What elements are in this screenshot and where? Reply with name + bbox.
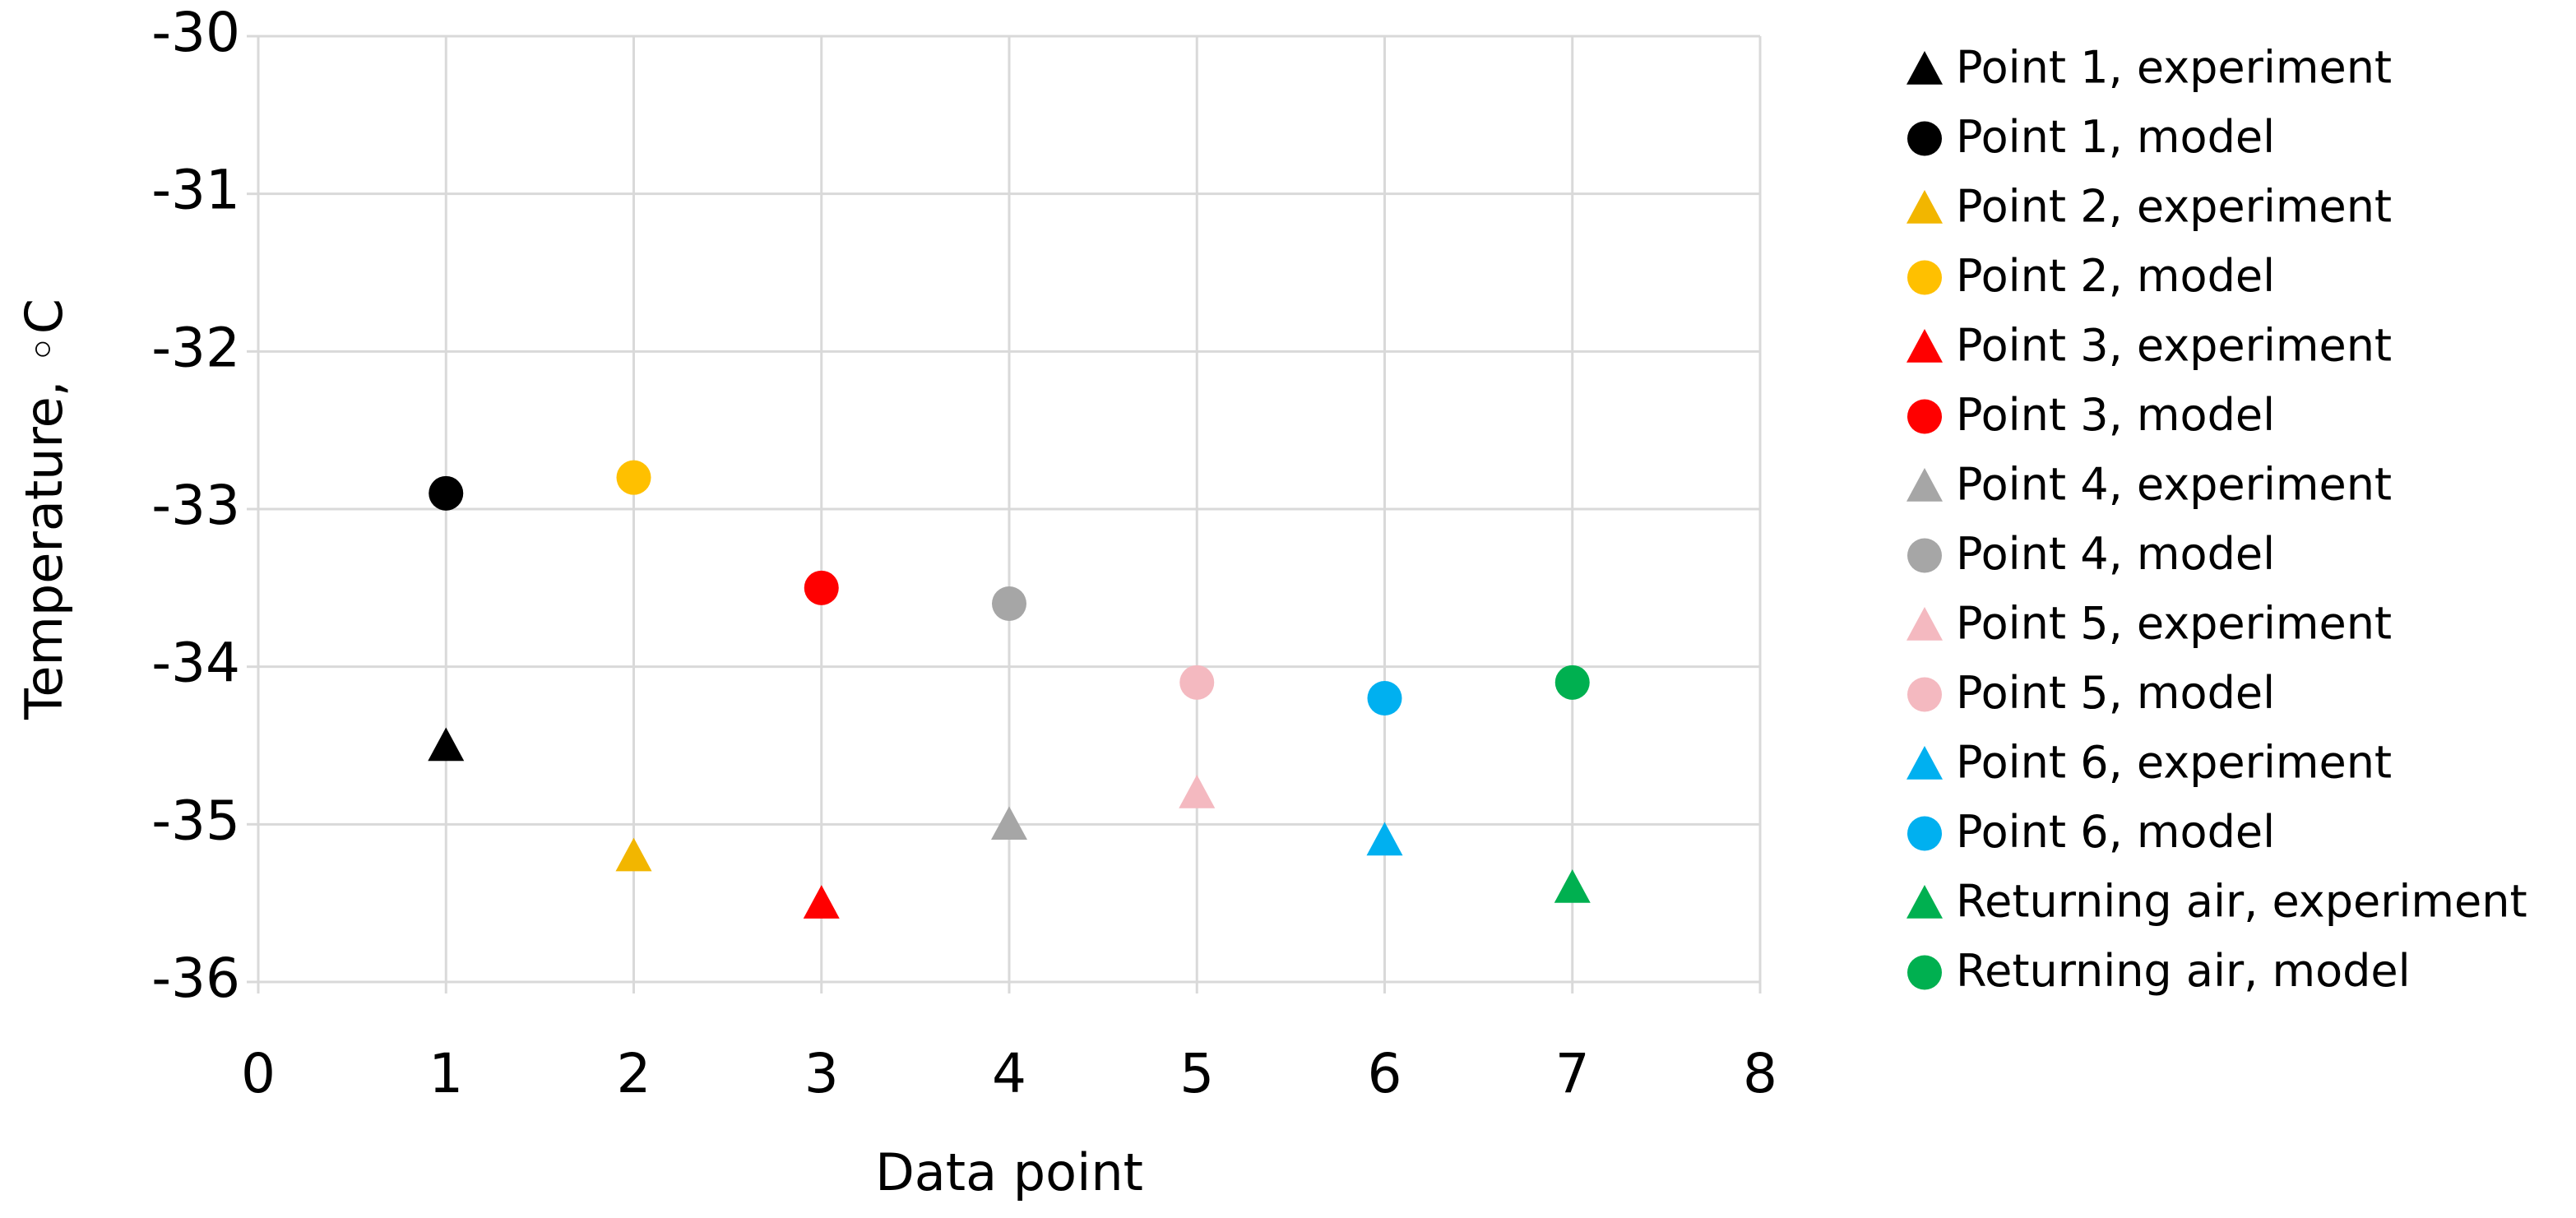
y-tick-label: -33 — [151, 474, 240, 537]
legend-marker — [1907, 885, 1943, 919]
legend-label: Point 2, experiment — [1956, 181, 2392, 233]
data-point — [1367, 681, 1402, 716]
x-tick-label: 7 — [1555, 1042, 1590, 1105]
data-point — [428, 727, 465, 762]
legend-label: Returning air, model — [1956, 945, 2411, 997]
x-tick-label: 1 — [429, 1042, 463, 1105]
data-point — [991, 806, 1027, 841]
legend-label: Point 6, model — [1956, 806, 2275, 858]
x-tick-label: 4 — [992, 1042, 1026, 1105]
legend-marker — [1907, 955, 1942, 990]
legend-marker — [1907, 538, 1942, 573]
legend-marker — [1907, 677, 1942, 712]
x-tick-label: 0 — [241, 1042, 276, 1105]
legend-label: Point 5, model — [1956, 667, 2275, 719]
y-tick-label: -35 — [151, 789, 240, 852]
legend-label: Point 5, experiment — [1956, 598, 2392, 650]
data-point — [992, 586, 1026, 621]
data-point — [1366, 822, 1403, 856]
data-point — [429, 475, 464, 511]
data-point — [1179, 665, 1215, 700]
x-tick-label: 8 — [1743, 1042, 1777, 1105]
x-axis-title: Data point — [875, 1142, 1143, 1202]
y-tick-label: -32 — [151, 316, 240, 379]
legend-label: Point 6, experiment — [1956, 737, 2392, 789]
x-tick-label: 3 — [804, 1042, 839, 1105]
legend-marker — [1907, 399, 1942, 434]
legend-marker — [1907, 816, 1942, 851]
legend-label: Point 4, model — [1956, 528, 2275, 580]
legend-label: Point 4, experiment — [1956, 459, 2392, 511]
y-tick-label: -31 — [151, 159, 240, 222]
data-point — [615, 837, 652, 872]
data-point — [1554, 869, 1591, 903]
legend-marker — [1907, 746, 1943, 780]
data-point — [804, 570, 839, 605]
x-tick-label: 5 — [1179, 1042, 1214, 1105]
y-tick-label: -36 — [151, 947, 240, 1010]
y-tick-label: -34 — [151, 632, 240, 695]
legend-marker — [1907, 329, 1943, 363]
legend-marker — [1907, 468, 1943, 502]
legend-label: Point 2, model — [1956, 250, 2275, 302]
legend-label: Point 1, model — [1956, 111, 2275, 163]
x-tick-label: 6 — [1368, 1042, 1402, 1105]
legend-marker — [1907, 260, 1942, 295]
data-point — [803, 885, 840, 919]
legend-marker — [1907, 51, 1943, 85]
legend-marker — [1907, 607, 1943, 641]
data-point — [616, 460, 651, 495]
legend-label: Point 3, model — [1956, 389, 2275, 441]
legend-label: Point 3, experiment — [1956, 320, 2392, 372]
x-tick-label: 2 — [617, 1042, 651, 1105]
y-axis-title: Temperature, ◦C — [14, 299, 74, 720]
y-tick-label: -30 — [151, 1, 240, 64]
data-point — [1554, 665, 1590, 700]
legend-label: Point 1, experiment — [1956, 42, 2392, 94]
legend-marker — [1907, 121, 1942, 156]
legend-label: Returning air, experiment — [1956, 876, 2527, 928]
data-point — [1179, 775, 1216, 808]
legend-marker — [1907, 190, 1943, 224]
